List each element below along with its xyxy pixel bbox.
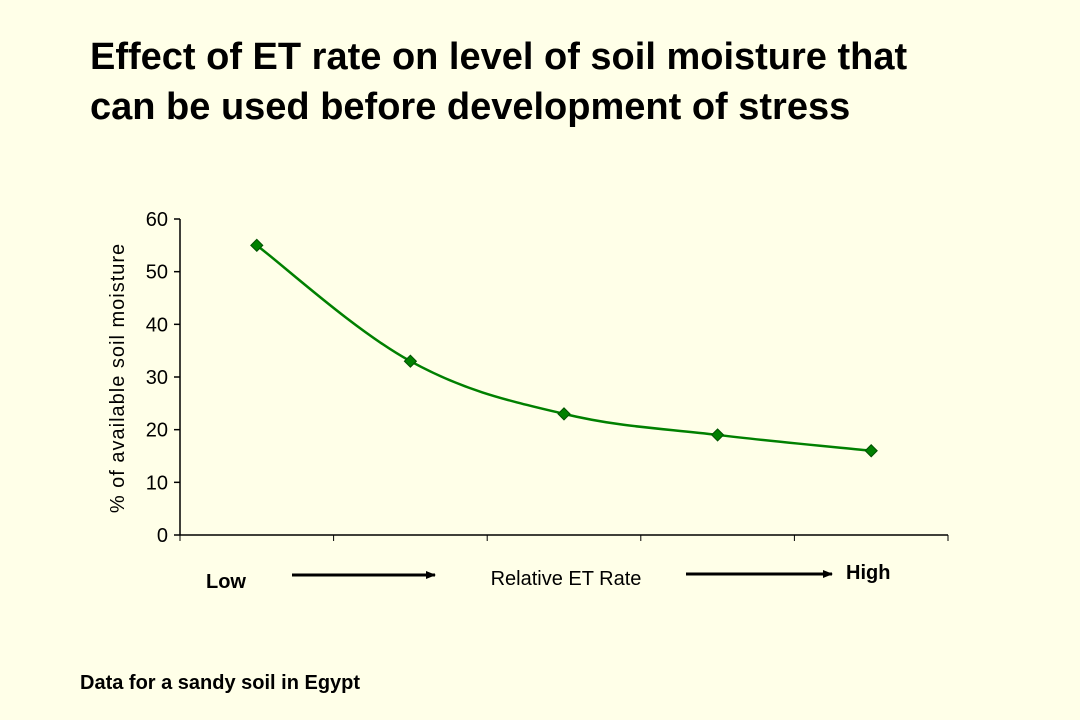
data-point <box>557 407 571 421</box>
footnote: Data for a sandy soil in Egypt <box>80 672 361 694</box>
x-axis <box>179 534 949 541</box>
x-axis-label: Relative ET Rate <box>491 568 642 590</box>
y-tick-label: 0 <box>157 525 168 547</box>
y-tick-label: 10 <box>146 472 168 494</box>
y-tick-label: 60 <box>146 209 168 231</box>
y-axis: 0 10 20 30 40 50 60 <box>146 209 181 547</box>
data-point <box>403 354 418 368</box>
x-low-label: Low <box>206 571 246 593</box>
y-tick-label: 30 <box>146 367 168 389</box>
data-point <box>864 444 878 458</box>
x-high-label: High <box>846 562 891 584</box>
y-tick-label: 40 <box>146 314 168 336</box>
title-line-1: Effect of ET rate on level of soil moist… <box>90 36 908 78</box>
data-point <box>250 238 264 253</box>
y-tick-label: 50 <box>146 262 168 284</box>
y-tick-label: 20 <box>146 420 168 442</box>
data-point <box>710 428 725 442</box>
page-title: Effect of ET rate on level of soil moist… <box>90 32 1050 132</box>
y-axis-label: % of available soil moisture <box>107 243 129 513</box>
series-group <box>250 238 878 458</box>
title-line-2: can be used before development of stress <box>90 86 851 128</box>
